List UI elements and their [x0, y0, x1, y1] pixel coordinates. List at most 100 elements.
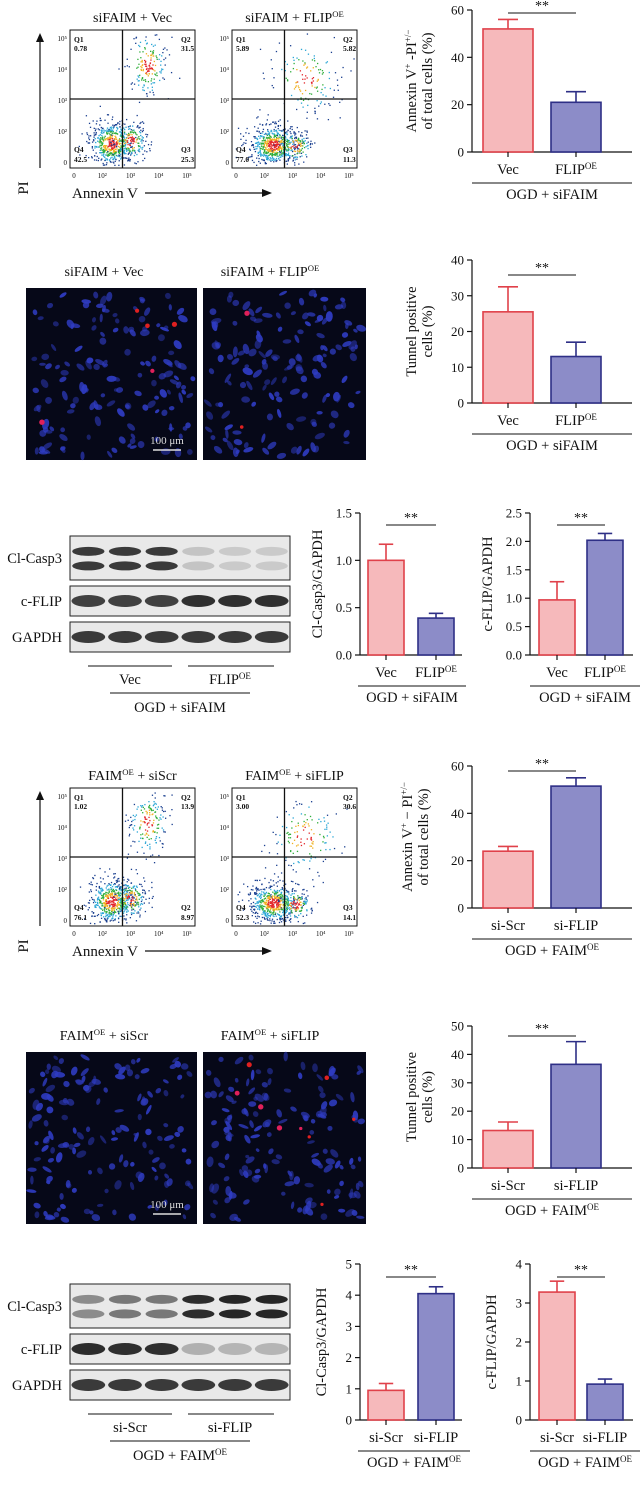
nucleus: [159, 1162, 166, 1170]
nucleus: [52, 321, 59, 327]
nucleus: [36, 405, 41, 413]
y-tick-label: 10⁴: [220, 66, 230, 74]
nucleus: [154, 436, 159, 442]
nucleus: [152, 1157, 160, 1163]
y-tick-label: 1.0: [506, 591, 522, 606]
nucleus: [313, 293, 318, 298]
nucleus: [115, 318, 120, 324]
nucleus: [317, 1162, 323, 1169]
nucleus: [136, 1057, 141, 1063]
quad-value: 14.1: [343, 913, 356, 922]
nucleus: [211, 1120, 217, 1126]
category-label: si-Scr: [540, 1430, 574, 1446]
quad-label: Q4: [236, 145, 246, 154]
flow2-axes: PI Annexin V: [16, 791, 272, 960]
blot-band: [72, 561, 105, 571]
nucleus: [154, 395, 160, 400]
nucleus: [301, 392, 308, 399]
nucleus: [86, 434, 91, 440]
nucleus: [339, 1180, 344, 1187]
nucleus: [255, 306, 263, 314]
nucleus: [225, 428, 229, 439]
nucleus: [61, 1114, 69, 1121]
nucleus: [274, 391, 280, 397]
nucleus: [116, 408, 125, 417]
nucleus: [99, 313, 103, 323]
nucleus: [118, 1154, 124, 1163]
nucleus: [129, 438, 136, 445]
blot-row-label: Cl-Casp3: [7, 1299, 62, 1315]
tunel-positive-cell: [135, 308, 140, 313]
bar: [367, 559, 405, 656]
blot-group-label: si-Scr: [113, 1420, 147, 1436]
quad-value: 5.82: [343, 44, 356, 53]
nucleus: [178, 392, 184, 404]
nucleus: [32, 1099, 40, 1110]
nucleus: [164, 292, 171, 300]
nucleus: [248, 1054, 254, 1061]
quad-value: 11.3: [343, 155, 356, 164]
nucleus: [210, 435, 216, 441]
quad-value: 52.3: [236, 913, 249, 922]
blot-band: [71, 631, 106, 643]
nucleus: [63, 1080, 70, 1088]
category-label: Vec: [497, 162, 519, 178]
y-tick-label: 0: [64, 917, 68, 925]
quad-label: Q2: [181, 903, 191, 912]
nucleus: [40, 1071, 46, 1078]
nucleus: [93, 291, 99, 299]
nucleus: [66, 1098, 75, 1106]
nucleus: [278, 1118, 288, 1124]
nucleus: [320, 296, 329, 302]
nucleus: [320, 1213, 328, 1220]
tunel-positive-cell: [145, 323, 150, 329]
quad-label: Q1: [236, 793, 246, 802]
nucleus: [206, 1156, 214, 1168]
blot-band: [218, 561, 252, 571]
nucleus: [145, 360, 151, 367]
nucleus: [224, 1153, 230, 1161]
nucleus: [34, 1211, 40, 1219]
y-tick-label: 40: [451, 806, 464, 821]
y-axis-label: cells (%): [420, 1071, 436, 1123]
nucleus: [147, 1204, 153, 1209]
tunel-positive-cell: [320, 1202, 324, 1206]
nucleus: [317, 1085, 324, 1093]
blot-band: [144, 1379, 179, 1391]
group-label: OGD + FAIMOE: [367, 1454, 462, 1471]
y-tick-label: 0: [458, 1161, 465, 1176]
quad-label: Q1: [236, 35, 246, 44]
significance-label: **: [535, 261, 549, 276]
y-axis-label: of total cells (%): [420, 32, 436, 129]
y-tick-label: 50: [451, 1019, 464, 1034]
nucleus: [283, 1088, 292, 1093]
nucleus: [156, 323, 161, 328]
nucleus: [264, 379, 271, 385]
nucleus: [45, 396, 52, 404]
blot-band: [254, 1379, 289, 1391]
nucleus: [168, 304, 172, 311]
nucleus: [163, 1199, 168, 1206]
significance-label: **: [535, 1022, 549, 1037]
nucleus: [270, 354, 280, 360]
quad-label: Q1: [74, 35, 84, 44]
group-label: OGD + FAIMOE: [538, 1454, 633, 1471]
blot-strip: [69, 1333, 291, 1365]
y-tick-label: 10²: [220, 886, 229, 894]
nucleus: [41, 1144, 49, 1152]
tunel-positive-cell: [234, 1090, 240, 1096]
nucleus: [89, 1210, 94, 1215]
nucleus: [228, 1086, 235, 1092]
bar: [586, 1383, 624, 1421]
nucleus: [54, 1071, 66, 1078]
nucleus: [204, 1091, 212, 1099]
nucleus: [232, 346, 238, 358]
nucleus: [43, 1120, 49, 1127]
nucleus: [298, 1072, 303, 1080]
nucleus: [169, 1144, 175, 1149]
wb2: Cl-Casp3 c-FLIP GAPDH si-Scr si-FLIP OGD + FA…: [7, 1283, 291, 1464]
nucleus: [314, 318, 324, 323]
pi-arrowhead: [36, 33, 44, 42]
nucleus: [239, 1169, 244, 1177]
nucleus: [58, 1099, 70, 1106]
